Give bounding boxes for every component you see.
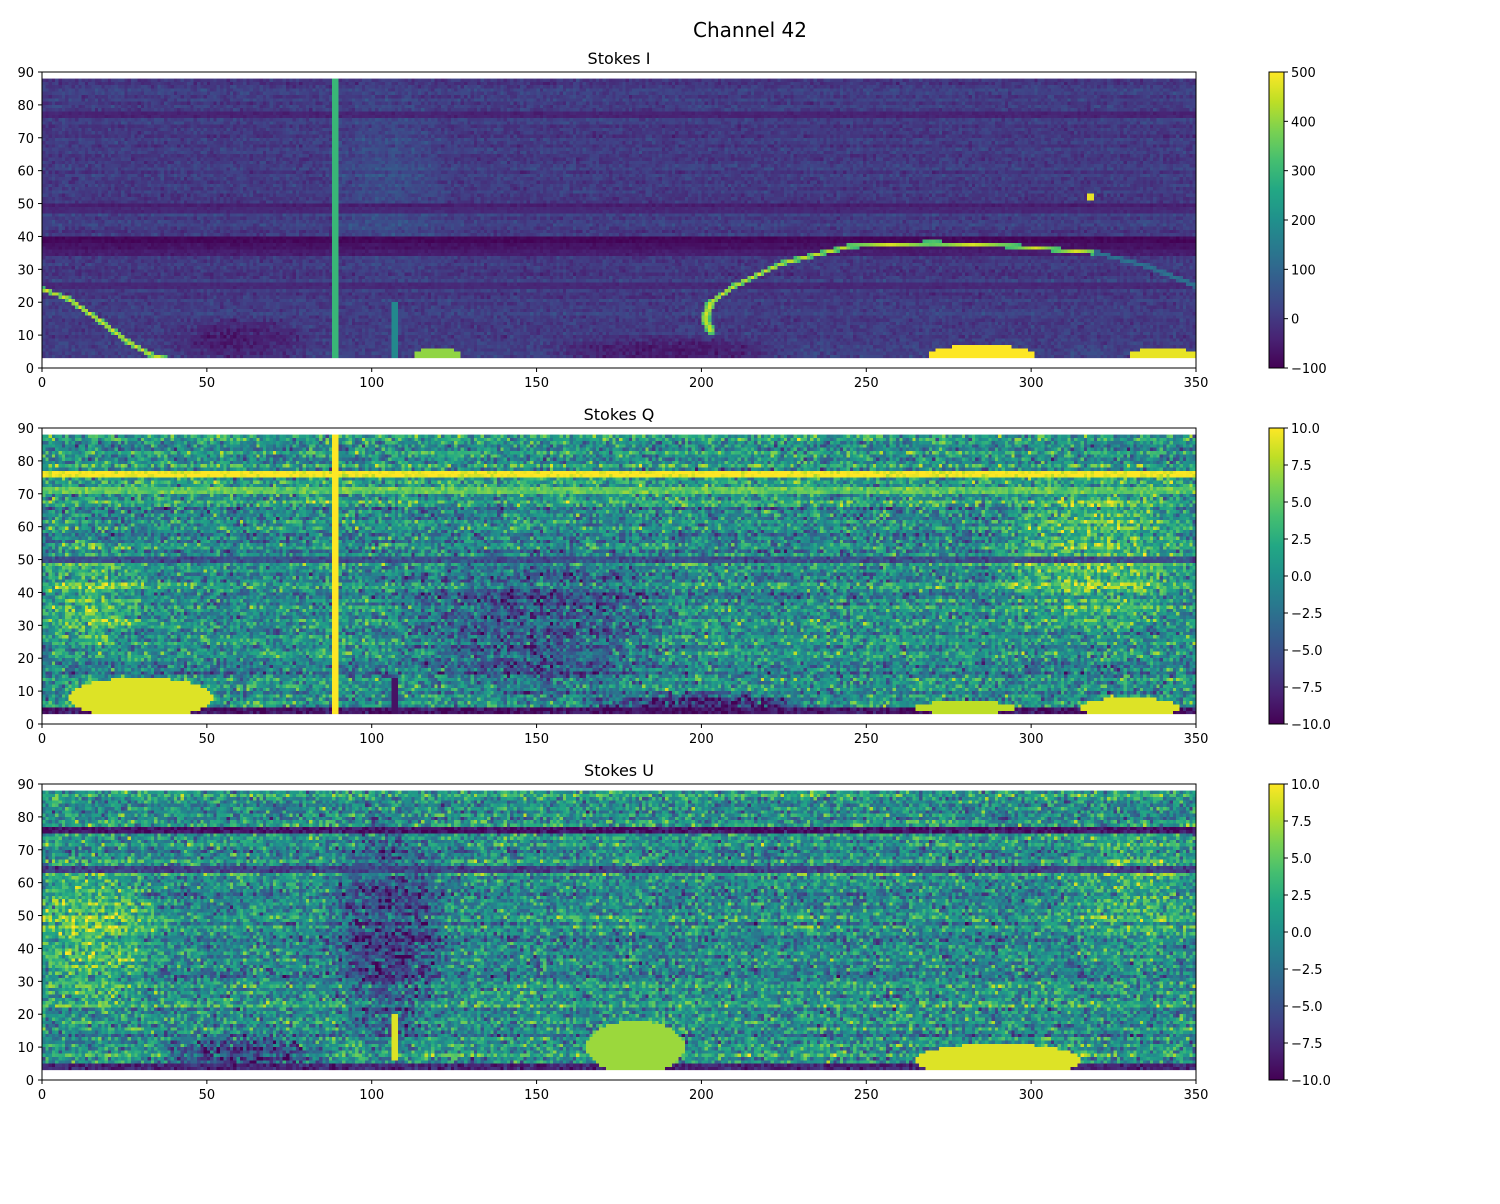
y-tick-label: 0	[26, 1074, 34, 1089]
panel-title: Stokes U	[584, 761, 654, 780]
colorbar-tick-label: 0	[1291, 313, 1299, 328]
y-tick-label: 90	[17, 778, 34, 793]
colorbar-tick-label: 5.0	[1291, 852, 1312, 867]
x-tick-label: 150	[524, 732, 549, 747]
y-tick-label: 60	[17, 877, 34, 892]
y-tick-label: 80	[17, 455, 34, 470]
x-tick-label: 100	[359, 1088, 384, 1103]
y-tick-label: 10	[17, 1041, 34, 1056]
y-tick-label: 70	[17, 132, 34, 147]
colorbar-tick-label: 7.5	[1291, 459, 1312, 474]
colorbar-tick-label: 2.5	[1291, 533, 1312, 548]
y-tick-label: 30	[17, 975, 34, 990]
colorbar	[1268, 71, 1285, 369]
colorbar-tick-label: −10.0	[1291, 718, 1331, 733]
x-tick-label: 0	[38, 1088, 46, 1103]
y-tick-label: 20	[17, 1008, 34, 1023]
x-tick-label: 200	[689, 376, 714, 391]
heatmap-image	[42, 790, 1196, 1071]
x-tick-label: 350	[1184, 376, 1209, 391]
colorbar-tick-label: 500	[1291, 66, 1316, 81]
colorbar-tick-label: −2.5	[1291, 963, 1323, 978]
y-tick-label: 40	[17, 586, 34, 601]
x-tick-label: 200	[689, 732, 714, 747]
x-tick-label: 250	[854, 376, 879, 391]
colorbar-tick-label: −2.5	[1291, 607, 1323, 622]
y-tick-label: 0	[26, 362, 34, 377]
x-tick-label: 250	[854, 1088, 879, 1103]
colorbar-tick-label: −100	[1291, 362, 1327, 377]
y-tick-label: 80	[17, 811, 34, 826]
colorbar-tick-label: 5.0	[1291, 496, 1312, 511]
x-tick-label: 200	[689, 1088, 714, 1103]
x-tick-label: 0	[38, 732, 46, 747]
y-tick-label: 10	[17, 329, 34, 344]
x-tick-label: 50	[199, 732, 216, 747]
x-tick-label: 350	[1184, 1088, 1209, 1103]
x-tick-label: 50	[199, 1088, 216, 1103]
colorbar-tick-label: −7.5	[1291, 1037, 1323, 1052]
axes-frame	[41, 783, 1197, 1081]
y-tick-label: 20	[17, 296, 34, 311]
colorbar-tick-label: 0.0	[1291, 570, 1312, 585]
y-tick-label: 50	[17, 554, 34, 569]
heatmap-panel-2: Stokes Q 0 50 100 150 200 250 300 350 0 10 20 30 40 50…	[17, 405, 1330, 747]
x-tick-label: 150	[524, 1088, 549, 1103]
heatmap-image	[42, 434, 1196, 715]
y-tick-label: 50	[17, 910, 34, 925]
y-tick-label: 70	[17, 488, 34, 503]
colorbar	[1268, 783, 1285, 1081]
x-tick-label: 350	[1184, 732, 1209, 747]
colorbar-tick-label: −5.0	[1291, 644, 1323, 659]
y-tick-label: 90	[17, 422, 34, 437]
y-tick-label: 60	[17, 521, 34, 536]
colorbar-tick-label: −7.5	[1291, 681, 1323, 696]
colorbar-tick-label: 10.0	[1291, 778, 1320, 793]
heatmap-panel-3: Stokes U 0 50 100 150 200 250 300 350 0 10 20 30 40 50…	[17, 761, 1330, 1103]
figure-title: Channel 42	[693, 18, 807, 42]
y-tick-label: 40	[17, 942, 34, 957]
colorbar	[1268, 427, 1285, 725]
colorbar-tick-label: −5.0	[1291, 1000, 1323, 1015]
x-tick-label: 0	[38, 376, 46, 391]
y-tick-label: 90	[17, 66, 34, 81]
colorbar-tick-label: 400	[1291, 115, 1316, 130]
y-tick-label: 30	[17, 263, 34, 278]
panel-title: Stokes Q	[584, 405, 655, 424]
heatmap-image	[42, 78, 1196, 359]
colorbar-tick-label: −10.0	[1291, 1074, 1331, 1089]
colorbar-tick-label: 0.0	[1291, 926, 1312, 941]
y-tick-label: 50	[17, 198, 34, 213]
colorbar-tick-label: 200	[1291, 214, 1316, 229]
x-tick-label: 150	[524, 376, 549, 391]
colorbar-tick-label: 10.0	[1291, 422, 1320, 437]
colorbar-tick-label: 100	[1291, 263, 1316, 278]
axes-frame	[41, 71, 1197, 369]
colorbar-tick-label: 7.5	[1291, 815, 1312, 830]
y-tick-label: 70	[17, 844, 34, 859]
y-tick-label: 0	[26, 718, 34, 733]
x-tick-label: 100	[359, 376, 384, 391]
heatmap-panel-1: Stokes I 0 50 100 150 200 250 300 350 0 10 20 30 40 50…	[17, 49, 1326, 391]
y-tick-label: 30	[17, 619, 34, 634]
x-tick-label: 300	[1019, 732, 1044, 747]
x-tick-label: 250	[854, 732, 879, 747]
y-tick-label: 60	[17, 165, 34, 180]
x-tick-label: 50	[199, 376, 216, 391]
y-tick-label: 40	[17, 230, 34, 245]
y-tick-label: 10	[17, 685, 34, 700]
colorbar-tick-label: 300	[1291, 165, 1316, 180]
x-tick-label: 300	[1019, 1088, 1044, 1103]
x-tick-label: 100	[359, 732, 384, 747]
panel-title: Stokes I	[588, 49, 651, 68]
colorbar-tick-label: 2.5	[1291, 889, 1312, 904]
y-tick-label: 80	[17, 99, 34, 114]
axes-frame	[41, 427, 1197, 725]
x-tick-label: 300	[1019, 376, 1044, 391]
y-tick-label: 20	[17, 652, 34, 667]
